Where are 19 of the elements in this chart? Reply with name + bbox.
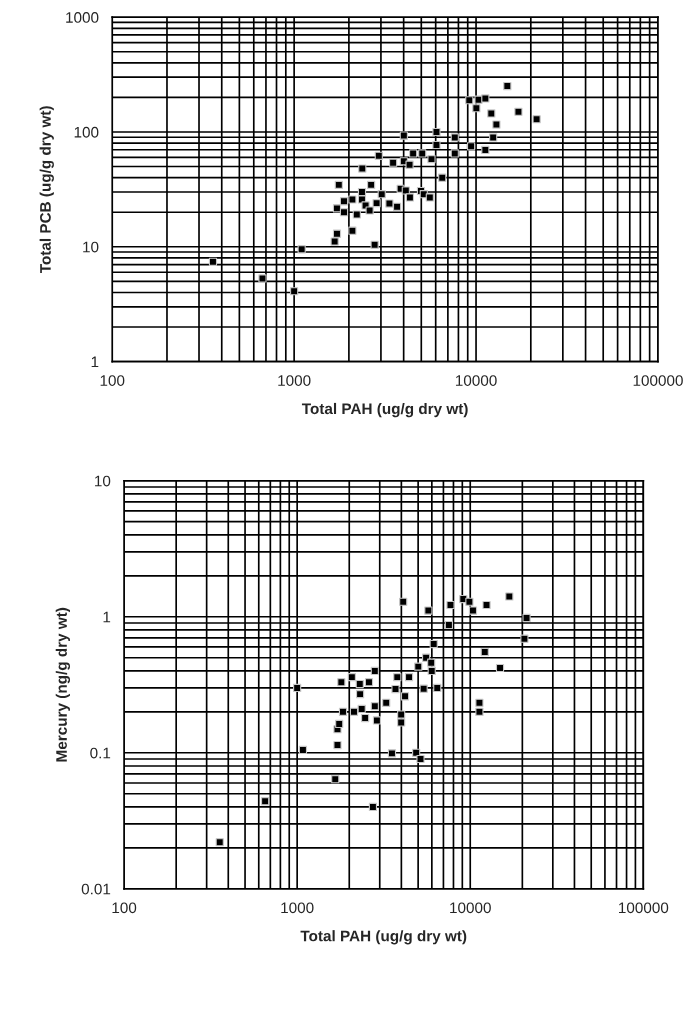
x-tick-label: 1000 [278,375,311,386]
x-tick-label: 100 [112,902,137,914]
y-tick-label: 10 [83,241,99,253]
y-tick-label: 0.1 [90,747,111,759]
y-tick-label: 1 [91,356,99,368]
y-axis-title: Mercury (ng/g dry wt) [55,607,71,762]
y-axis-title: Total PCB (ug/g dry wt) [39,106,54,274]
y-tick-label: 1 [103,611,111,623]
y-tick-label: 0.01 [81,883,111,895]
x-tick-label: 100000 [619,902,669,914]
x-tick-label: 10000 [455,375,497,386]
y-tick-label: 100 [74,126,99,138]
x-axis-title: Total PAH (ug/g dry wt) [300,930,467,945]
x-axis-title: Total PAH (ug/g dry wt) [301,402,468,418]
y-tick-label: 10 [95,475,111,487]
x-tick-label: 1000 [281,902,314,914]
y-tick-label: 1000 [66,12,99,23]
x-tick-label: 10000 [450,902,491,914]
x-tick-label: 100000 [633,375,683,386]
